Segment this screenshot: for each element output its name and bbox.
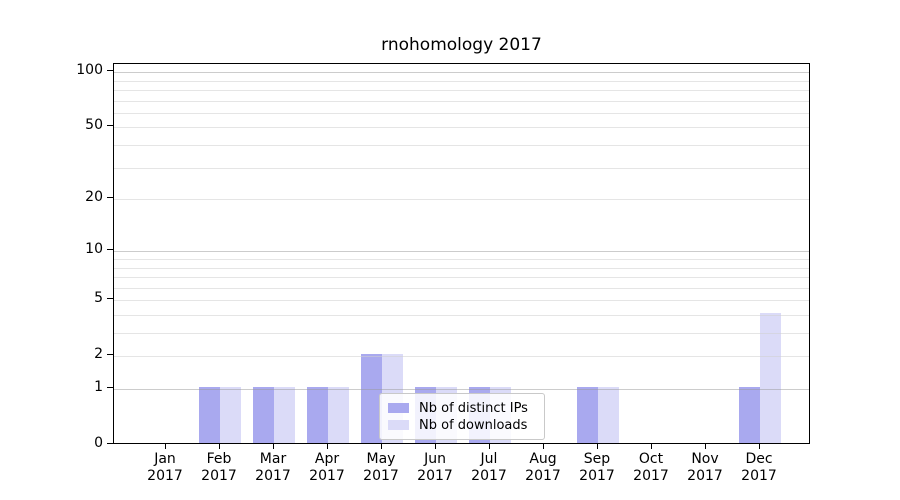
y-tick-mark-20 — [107, 197, 113, 199]
x-tick-mark-jul — [489, 444, 490, 449]
legend-label: Nb of distinct IPs — [419, 400, 528, 416]
bar-nb-of-distinct-ips-feb-2017 — [199, 387, 220, 443]
bar-nb-of-downloads-dec-2017 — [760, 313, 781, 443]
y-tick-mark-2 — [107, 354, 113, 356]
x-tick-label-jun: Jun 2017 — [417, 451, 453, 484]
bar-nb-of-distinct-ips-sep-2017 — [577, 387, 598, 443]
y-tick-mark-0 — [107, 443, 113, 444]
bar-nb-of-distinct-ips-dec-2017 — [739, 387, 760, 443]
x-tick-mark-feb — [219, 444, 220, 449]
gridline-7 — [114, 277, 809, 278]
gridline-60 — [114, 112, 809, 114]
x-tick-label-mar: Mar 2017 — [255, 451, 291, 484]
y-tick-label-10: 10 — [85, 241, 103, 258]
bar-nb-of-downloads-mar-2017 — [274, 387, 295, 443]
y-tick-mark-100 — [107, 70, 113, 72]
bar-nb-of-distinct-ips-mar-2017 — [253, 387, 274, 443]
bar-nb-of-downloads-feb-2017 — [220, 387, 241, 443]
x-tick-label-sep: Sep 2017 — [579, 451, 615, 484]
legend-item-distinct-ips: Nb of distinct IPs — [386, 400, 544, 416]
legend-swatch-distinct-ips-icon — [388, 403, 409, 413]
x-tick-mark-oct — [651, 444, 652, 449]
x-tick-mark-aug — [543, 444, 544, 449]
plot-area — [113, 63, 810, 444]
y-tick-label-2: 2 — [94, 346, 103, 363]
gridline-1 — [114, 389, 809, 390]
x-tick-mark-mar — [273, 444, 274, 449]
gridline-100 — [114, 72, 809, 74]
bar-nb-of-distinct-ips-apr-2017 — [307, 387, 328, 443]
x-tick-label-jul: Jul 2017 — [471, 451, 507, 484]
gridline-50 — [114, 127, 809, 129]
x-tick-mark-sep — [597, 444, 598, 449]
gridline-40 — [114, 145, 809, 146]
gridline-6 — [114, 287, 809, 289]
gridline-80 — [114, 90, 809, 91]
legend-item-downloads: Nb of downloads — [386, 417, 544, 433]
y-tick-label-0: 0 — [94, 435, 103, 451]
y-tick-label-100: 100 — [76, 62, 103, 79]
y-tick-label-50: 50 — [85, 117, 103, 134]
x-tick-mark-dec — [759, 444, 760, 449]
x-tick-mark-may — [381, 444, 382, 449]
x-tick-label-jan: Jan 2017 — [147, 451, 183, 484]
x-tick-mark-jun — [435, 444, 436, 449]
x-tick-label-dec: Dec 2017 — [741, 451, 777, 484]
gridline-2 — [114, 356, 809, 358]
y-tick-label-5: 5 — [94, 290, 103, 307]
gridline-90 — [114, 80, 809, 82]
bar-nb-of-distinct-ips-may-2017 — [361, 354, 382, 443]
gridline-4 — [114, 315, 809, 316]
gridline-20 — [114, 199, 809, 201]
gridline-9 — [114, 259, 809, 260]
x-tick-label-oct: Oct 2017 — [633, 451, 669, 484]
bar-nb-of-downloads-sep-2017 — [598, 387, 619, 443]
legend-label: Nb of downloads — [419, 417, 528, 433]
y-tick-mark-5 — [107, 298, 113, 300]
y-tick-mark-50 — [107, 125, 113, 127]
x-tick-label-may: May 2017 — [363, 451, 399, 484]
x-tick-mark-nov — [705, 444, 706, 449]
bar-nb-of-downloads-apr-2017 — [328, 387, 349, 443]
y-tick-label-1: 1 — [94, 379, 103, 395]
x-tick-label-nov: Nov 2017 — [687, 451, 723, 484]
x-tick-mark-apr — [327, 444, 328, 449]
y-tick-mark-1 — [107, 387, 113, 388]
y-tick-mark-10 — [107, 249, 113, 251]
y-tick-label-20: 20 — [85, 189, 103, 206]
gridline-3 — [114, 333, 809, 334]
x-tick-label-apr: Apr 2017 — [309, 451, 345, 484]
gridline-10 — [114, 251, 809, 253]
gridline-8 — [114, 267, 809, 269]
legend-swatch-downloads-icon — [388, 420, 409, 430]
legend: Nb of distinct IPs Nb of downloads — [379, 393, 545, 440]
gridline-5 — [114, 300, 809, 302]
x-tick-label-feb: Feb 2017 — [201, 451, 237, 484]
gridline-70 — [114, 100, 809, 102]
gridline-30 — [114, 167, 809, 169]
x-tick-mark-jan — [165, 444, 166, 449]
chart-title: rnohomology 2017 — [381, 35, 542, 55]
x-tick-label-aug: Aug 2017 — [525, 451, 561, 484]
